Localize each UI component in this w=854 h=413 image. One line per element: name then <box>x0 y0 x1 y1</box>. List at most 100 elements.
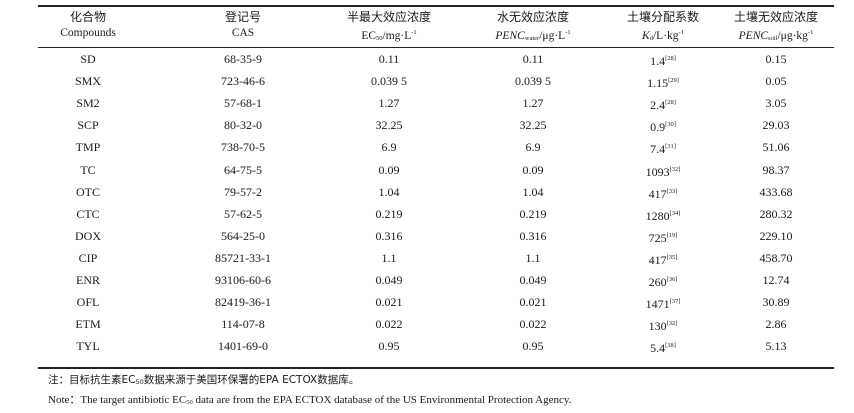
table-row: TYL 1401-69-0 0.95 0.95 5.4[38] 5.13 <box>38 335 834 357</box>
cas-cell: 114-07-8 <box>221 317 265 332</box>
penc-soil-cell: 30.89 <box>762 295 790 310</box>
header-cas-en: CAS <box>231 27 255 39</box>
header-ec50: 半最大效应浓度 EC50/mg·L-1 <box>310 10 468 47</box>
ec50-cell: 0.316 <box>375 228 403 243</box>
table-row: SD 68-35-9 0.11 0.11 1.4[28] 0.15 <box>38 48 834 70</box>
table-row: ETM 114-07-8 0.022 0.022 130[32] 2.86 <box>38 313 834 335</box>
kd-cell: 1280[34] <box>645 208 681 223</box>
kd-cell: 1.4[28] <box>650 54 676 68</box>
header-penc-soil: 土壤无效应浓度 PENCsoil/μg·kg-1 <box>718 10 834 47</box>
table-row: SMX 723-46-6 0.039 5 0.039 5 1.15[29] 0.05 <box>38 70 834 92</box>
compound-cell: ETM <box>75 317 101 332</box>
reference-mark: [32] <box>666 320 678 328</box>
ec50-cell: 0.021 <box>375 295 403 310</box>
reference-mark: [37] <box>669 298 681 306</box>
cas-cell: 85721-33-1 <box>215 250 271 265</box>
compound-cell: OFL <box>76 295 100 310</box>
kd-cell: 7.4[31] <box>650 142 676 157</box>
cas-cell: 93106-60-6 <box>215 273 271 287</box>
reference-mark: [35] <box>666 253 678 261</box>
penc-water-cell: 0.021 <box>519 295 547 310</box>
cas-cell: 80-32-0 <box>224 118 262 133</box>
table-row: DOX 564-25-0 0.316 0.316 725[19] 229.10 <box>38 225 834 247</box>
header-kd-cn: 土壤分配系数 <box>626 10 699 24</box>
compound-cell: OTC <box>76 184 100 199</box>
kd-cell: 417[33] <box>648 186 678 201</box>
table-row: OTC 79-57-2 1.04 1.04 417[33] 433.68 <box>38 181 834 203</box>
cas-cell: 1401-69-0 <box>218 339 268 354</box>
compound-cell: TC <box>80 162 96 177</box>
reference-mark: [28] <box>665 55 676 62</box>
kd-cell: 5.4[38] <box>650 341 676 356</box>
footnote-en: Note：The target antibiotic EC50 data are… <box>48 394 572 406</box>
penc-soil-cell: 2.86 <box>765 317 787 332</box>
table-row: TC 64-75-5 0.09 0.09 1093[32] 98.37 <box>38 159 834 181</box>
penc-water-cell: 1.04 <box>522 184 544 199</box>
kd-cell: 1.15[29] <box>647 76 679 91</box>
header-compounds: 化合物 Compounds <box>38 10 138 41</box>
header-penc-soil-en: PENCsoil/μg·kg-1 <box>738 29 814 42</box>
compound-cell: CTC <box>76 206 100 221</box>
table-row: CTC 57-62-5 0.219 0.219 1280[34] 280.32 <box>38 203 834 225</box>
compound-cell: TMP <box>75 140 101 155</box>
kd-cell: 1093[32] <box>645 164 681 179</box>
table-row: ENR 93106-60-6 0.049 0.049 260[36] 12.74 <box>38 269 834 291</box>
penc-water-cell: 32.25 <box>519 118 547 133</box>
cas-cell: 57-68-1 <box>224 96 262 111</box>
header-penc-water-en: PENCwater/μg·L-1 <box>495 29 571 42</box>
footnote-cn: 注：目标抗生素EC50数据来源于美国环保署的EPA ECTOX数据库。 <box>48 374 360 386</box>
ec50-cell: 1.04 <box>378 184 400 199</box>
ec50-cell: 0.219 <box>375 206 403 221</box>
ec50-cell: 1.27 <box>378 96 400 111</box>
ec50-cell: 32.25 <box>375 118 403 133</box>
cas-cell: 68-35-9 <box>224 52 262 66</box>
header-kd-en: Kd/L·kg-1 <box>642 29 684 42</box>
reference-mark: [29] <box>668 77 679 85</box>
table-header: 化合物 Compounds 登记号 CAS 半最大效应浓度 EC50/mg·L-… <box>38 10 834 46</box>
header-penc-water: 水无效应浓度 PENCwater/μg·L-1 <box>453 10 613 47</box>
reference-mark: [38] <box>665 342 676 350</box>
table-row: SM2 57-68-1 1.27 1.27 2.4[28] 3.05 <box>38 92 834 114</box>
penc-water-cell: 0.049 <box>519 273 547 287</box>
kd-cell: 417[35] <box>648 252 678 267</box>
compound-cell: TYL <box>76 339 100 354</box>
header-penc-water-cn: 水无效应浓度 <box>496 10 569 24</box>
kd-cell: 0.9[30] <box>650 120 676 135</box>
table-row: TMP 738-70-5 6.9 6.9 7.4[31] 51.06 <box>38 136 834 158</box>
kd-cell: 1471[37] <box>645 297 681 312</box>
header-cas: 登记号 CAS <box>168 10 318 41</box>
cas-cell: 82419-36-1 <box>215 295 271 310</box>
reference-mark: [36] <box>666 276 678 283</box>
ec50-cell: 0.09 <box>378 162 400 177</box>
table-top-rule <box>38 5 834 7</box>
ec50-cell: 0.049 <box>375 273 403 287</box>
table-header-rule <box>38 47 834 48</box>
header-compounds-cn: 化合物 <box>69 10 106 24</box>
penc-water-cell: 0.022 <box>519 317 547 332</box>
reference-mark: [19] <box>666 231 678 239</box>
header-cas-cn: 登记号 <box>224 10 261 24</box>
penc-soil-cell: 5.13 <box>765 339 787 354</box>
reference-mark: [30] <box>665 121 676 129</box>
compound-cell: SMX <box>74 74 101 89</box>
ec50-cell: 0.022 <box>375 317 403 332</box>
kd-cell: 130[32] <box>648 319 678 334</box>
compound-cell: SM2 <box>76 96 100 111</box>
penc-water-cell: 0.316 <box>519 228 547 243</box>
reference-mark: [31] <box>665 143 676 151</box>
kd-cell: 260[36] <box>648 275 678 289</box>
cas-cell: 564-25-0 <box>221 228 265 243</box>
table-bottom-rule <box>38 367 834 369</box>
ec50-cell: 0.039 5 <box>371 74 407 89</box>
penc-water-cell: 1.27 <box>522 96 544 111</box>
reference-mark: [33] <box>666 187 678 195</box>
reference-mark: [32] <box>669 165 681 173</box>
penc-soil-cell: 29.03 <box>762 118 790 133</box>
compound-cell: SD <box>80 52 96 66</box>
penc-water-cell: 0.95 <box>522 339 544 354</box>
header-ec50-cn: 半最大效应浓度 <box>346 10 431 24</box>
ec50-cell: 6.9 <box>381 140 397 155</box>
penc-water-cell: 1.1 <box>525 250 541 265</box>
penc-water-cell: 0.11 <box>522 52 544 66</box>
cas-cell: 723-46-6 <box>221 74 265 89</box>
